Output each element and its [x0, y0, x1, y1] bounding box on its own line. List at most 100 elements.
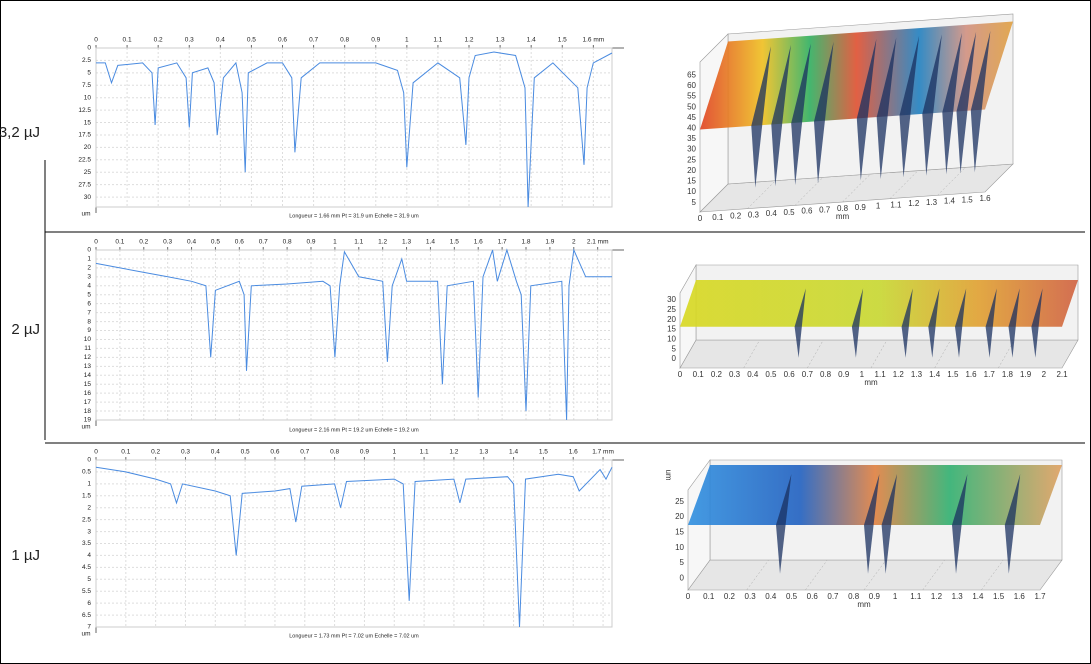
- x-tick-label: 1.2: [464, 37, 473, 44]
- render-groove: [928, 288, 940, 358]
- x-tick-label: 0.4: [765, 592, 777, 601]
- render-grid: [743, 339, 760, 369]
- x-tick-label: 1.4: [426, 239, 435, 246]
- y-tick-label: 22.5: [78, 157, 91, 164]
- x-tick-label: 1.2: [378, 239, 387, 246]
- z-tick-label: 15: [675, 527, 684, 536]
- z-tick-label: 55: [687, 92, 696, 101]
- x-tick-label: 0.1: [121, 449, 130, 456]
- x-tick-label: 0.5: [784, 208, 796, 217]
- y-tick-label: 7.5: [82, 82, 91, 89]
- z-tick-label: 25: [675, 497, 684, 506]
- x-tick-label: 0.8: [330, 449, 339, 456]
- y-tick-label: 2: [87, 504, 91, 511]
- render-groove: [851, 288, 864, 358]
- x-tick-label: 0.6: [270, 449, 279, 456]
- x-tick-label: 1.2: [908, 199, 920, 208]
- y-tick-label: 1: [87, 481, 91, 488]
- x-tick-label: 0.4: [766, 209, 778, 218]
- x-tick-label: 1.1: [420, 449, 429, 456]
- x-tick-label: 0.7: [802, 370, 814, 379]
- x-tick-label: 1.2: [449, 449, 458, 456]
- render-groove: [856, 38, 877, 181]
- x-tick-label: 1.5: [539, 449, 548, 456]
- profile-line: [95, 466, 613, 628]
- render-grid: [889, 170, 919, 199]
- x-tick-label: 1.4: [509, 449, 518, 456]
- x-tick-label: 1.5: [993, 592, 1005, 601]
- render-groove: [1008, 288, 1020, 358]
- z-tick-label: 45: [687, 113, 696, 122]
- x-tick-label: 0.1: [693, 370, 705, 379]
- z-tick-label: 20: [667, 315, 676, 324]
- x-tick-label: 1: [333, 239, 337, 246]
- y-tick-label: 4: [87, 552, 91, 559]
- z-tick-label: 35: [687, 134, 696, 143]
- x-tick-label: 1.3: [926, 198, 938, 207]
- x-tick-label: 1.8: [1002, 370, 1014, 379]
- x-tick-label: 0.7: [259, 239, 268, 246]
- z-tick-label: 15: [687, 177, 696, 186]
- z-tick-label: 20: [675, 512, 684, 521]
- y-tick-label: 25: [84, 169, 92, 176]
- x-tick-label: 0: [94, 239, 98, 246]
- x-tick-label: 1.3: [952, 592, 964, 601]
- render-grid: [747, 180, 776, 209]
- x-tick-label: 0.3: [729, 370, 741, 379]
- y-tick-label: 16: [84, 390, 92, 397]
- row-label: 2 µJ: [11, 321, 40, 338]
- y-tick-label: 19: [84, 417, 92, 424]
- render-groove: [794, 288, 806, 358]
- x-tick-label: 1.1: [875, 370, 887, 379]
- x-tick-label: 1.3: [479, 449, 488, 456]
- y-tick-label: 27.5: [78, 181, 91, 188]
- x-tick-label: 0.4: [211, 449, 220, 456]
- x-tick-label: 0.8: [283, 239, 292, 246]
- plot-frame: [95, 459, 613, 628]
- x-tick-label: 1.4: [527, 37, 536, 44]
- render-grid: [934, 339, 951, 369]
- x-tick-label: 1.1: [433, 37, 442, 44]
- render-grid: [870, 339, 888, 369]
- render-groove: [776, 474, 792, 574]
- x-tick-label: 0.7: [300, 449, 309, 456]
- y-tick-label: 7: [87, 624, 91, 631]
- x-tick-label: 1.2: [893, 370, 905, 379]
- z-tick-label: 25: [687, 155, 696, 164]
- x-tick-label: 0.6: [807, 592, 819, 601]
- z-tick-label: 10: [667, 334, 676, 343]
- y-tick-label: 3: [87, 528, 91, 535]
- render-groove: [791, 43, 811, 185]
- y-tick-label: 15: [84, 381, 92, 388]
- x-tick-label: 1.8: [521, 239, 530, 246]
- x-tick-label: 0.6: [278, 37, 287, 44]
- x-tick-label: 0.7: [827, 592, 839, 601]
- x-tick-label: 0.2: [154, 37, 163, 44]
- y-tick-label: 5: [87, 576, 91, 583]
- y-tick-label: 6: [87, 300, 91, 307]
- render-groove: [956, 31, 977, 174]
- render-grid: [794, 177, 824, 206]
- z-tick-label: 25: [667, 305, 676, 314]
- x-tick-label: 0.4: [187, 239, 196, 246]
- x-tick-label: 0.4: [747, 370, 759, 379]
- y-tick-label: 10: [84, 336, 92, 343]
- x-tick-label: 0: [94, 449, 98, 456]
- x-tick-label: 0.8: [820, 370, 832, 379]
- z-tick-label: 40: [687, 123, 696, 132]
- x-tick-label: 0: [698, 214, 703, 223]
- x-axis-label: mm: [836, 212, 850, 221]
- x-tick-label: 0.5: [786, 592, 798, 601]
- x-tick-label: 1.7: [1034, 592, 1046, 601]
- x-tick-label: 0.5: [247, 37, 256, 44]
- render-floor: [687, 559, 1063, 591]
- x-tick-label: 0.9: [371, 37, 380, 44]
- x-tick-label: 1.5: [558, 37, 567, 44]
- y-tick-label: 14: [84, 372, 92, 379]
- x-tick-label: 0.2: [730, 212, 742, 221]
- render-groove: [985, 288, 997, 358]
- x-tick-label: 1: [392, 449, 396, 456]
- x-tick-label: 0.1: [115, 239, 124, 246]
- y-tick-label: 5: [87, 70, 91, 77]
